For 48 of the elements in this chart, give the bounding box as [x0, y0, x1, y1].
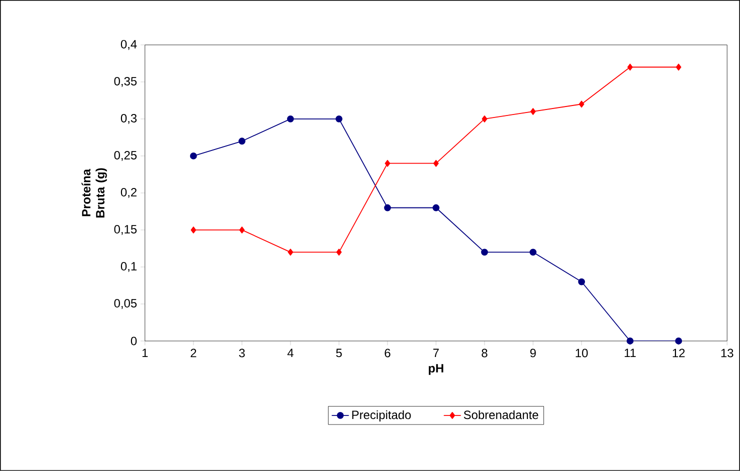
- x-axis-title: pH: [428, 364, 444, 375]
- x-tick-label: 11: [624, 348, 636, 358]
- x-tick-label: 13: [721, 348, 734, 358]
- point: [384, 204, 391, 212]
- y-tick-label: 0,2: [120, 188, 137, 198]
- x-tick-label: 7: [433, 348, 439, 358]
- legend-label: Sobrenadante: [464, 410, 538, 420]
- x-tick-label: 8: [482, 348, 488, 358]
- x-tick-label: 3: [239, 348, 245, 358]
- point: [336, 116, 342, 122]
- point: [433, 160, 439, 167]
- point: [578, 278, 586, 286]
- point: [190, 152, 197, 160]
- legend-label: Precipitado: [352, 410, 411, 422]
- x-tick-label: 4: [287, 348, 294, 358]
- point: [530, 108, 536, 116]
- y-tick-label: 0,15: [114, 225, 137, 235]
- point: [676, 64, 682, 71]
- point: [238, 138, 246, 145]
- point: [384, 160, 390, 167]
- point: [190, 226, 196, 234]
- point: [675, 338, 682, 344]
- y-tick-label: 0,3: [120, 114, 137, 124]
- x-tick-label: 12: [672, 348, 685, 358]
- x-tick-label: 10: [576, 348, 588, 358]
- x-tick-label: 5: [336, 348, 342, 358]
- point: [432, 204, 440, 212]
- point: [288, 248, 294, 256]
- y-tick-label: 0,35: [114, 76, 137, 87]
- x-tick-label: 9: [530, 348, 536, 358]
- x-tick-label: 1: [142, 348, 148, 358]
- point: [530, 248, 536, 256]
- x-tick-label: 6: [384, 348, 390, 358]
- y-tick-label: 0,4: [120, 40, 137, 50]
- point: [627, 64, 633, 71]
- y-tick-label: 0,05: [114, 299, 137, 309]
- point: [482, 116, 488, 122]
- point: [578, 100, 584, 108]
- x-tick-label: 2: [190, 348, 196, 358]
- point: [626, 338, 634, 344]
- y-tick-label: 0,25: [114, 151, 137, 161]
- point: [239, 226, 245, 234]
- point: [481, 248, 488, 256]
- point: [336, 248, 342, 256]
- y-axis-title: Proteína Bruta (g): [82, 168, 107, 218]
- y-tick-label: 0: [130, 336, 137, 346]
- point: [287, 116, 294, 122]
- y-tick-label: 0,1: [120, 262, 137, 272]
